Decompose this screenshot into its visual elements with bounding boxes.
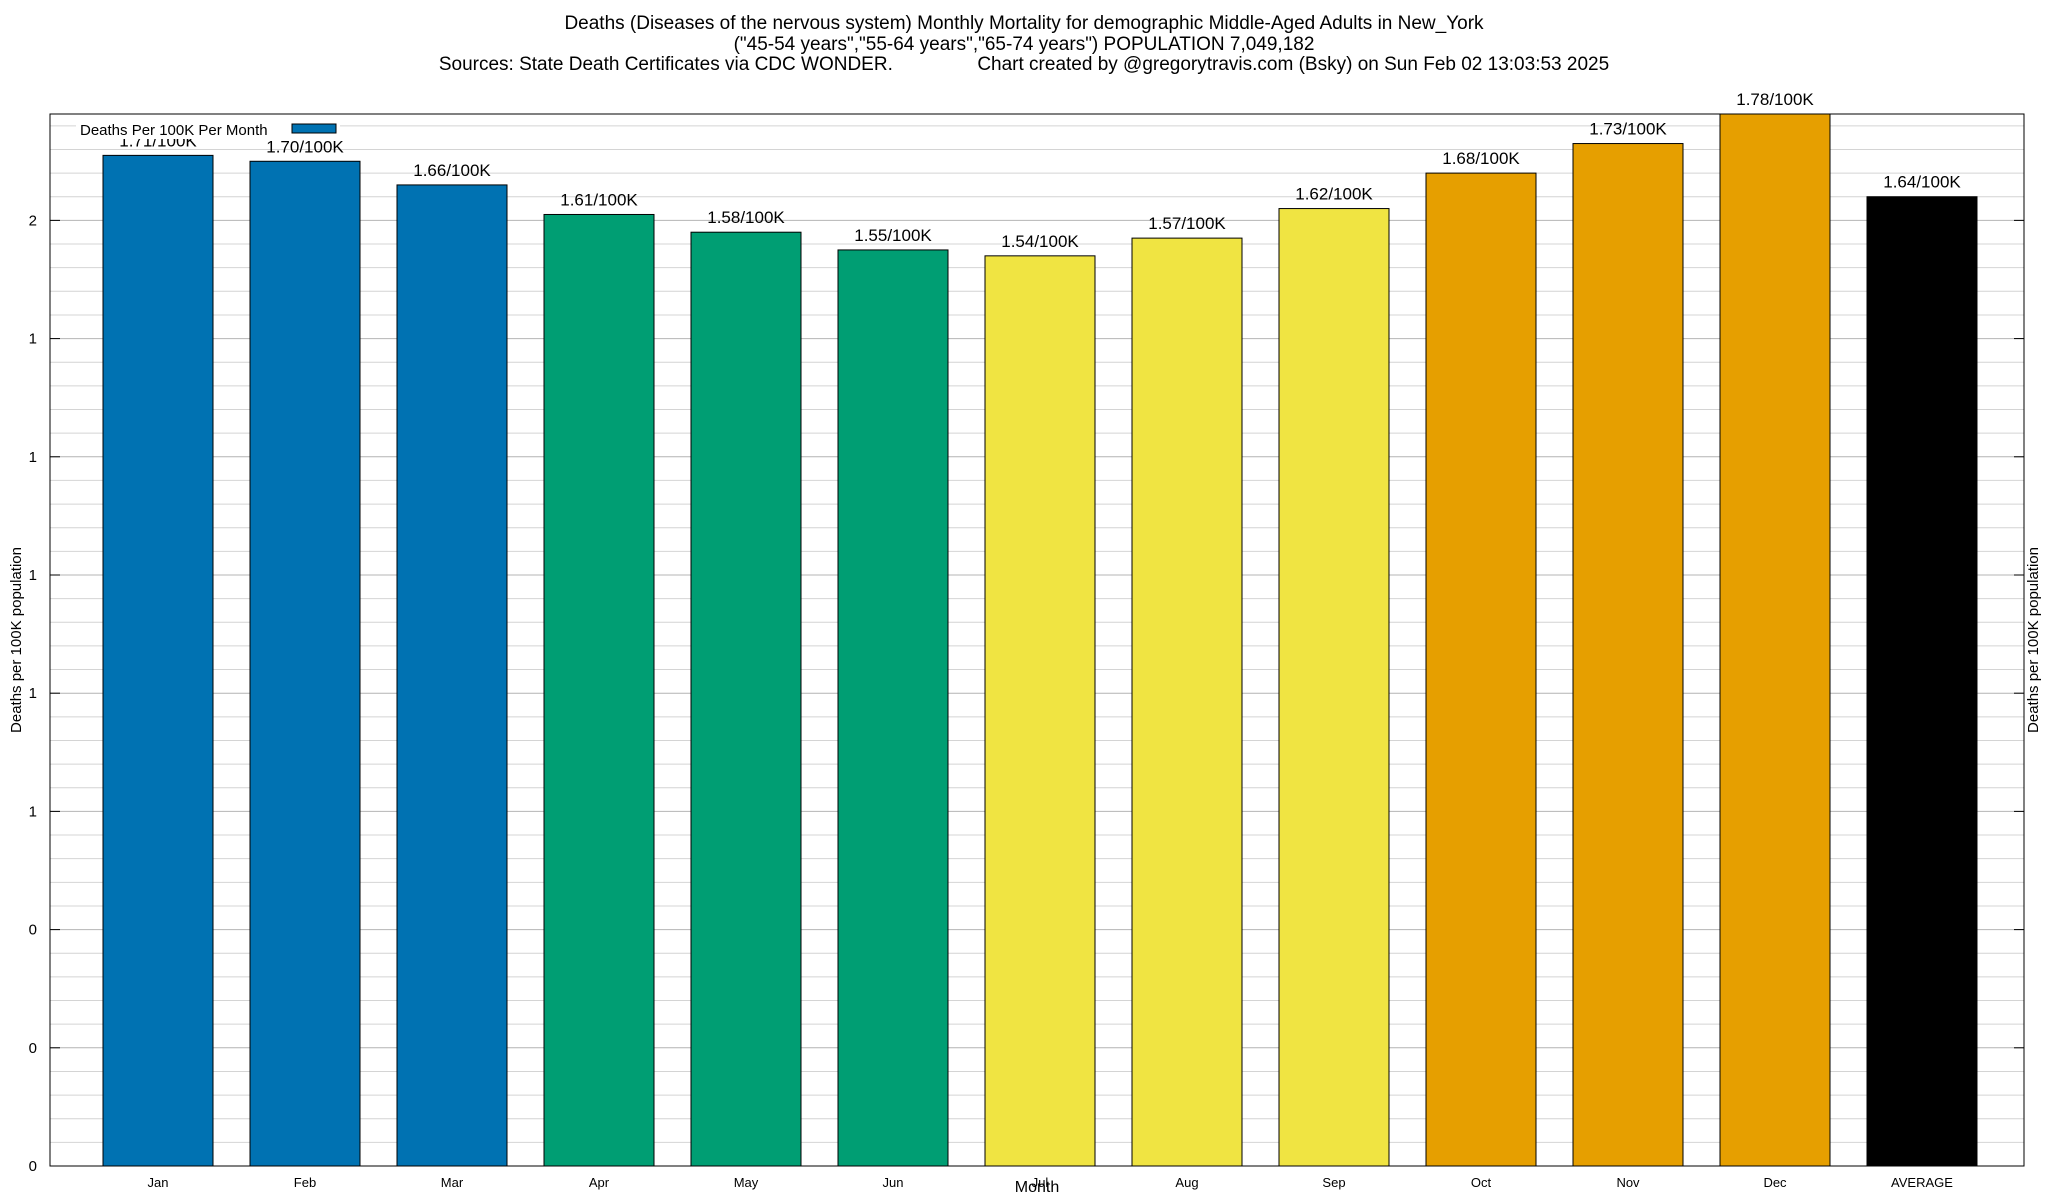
chart-source-line: Sources: State Death Certificates via CD… <box>438 54 1610 75</box>
x-tick-label: Apr <box>589 1175 610 1190</box>
data-label-dec: 1.78/100K <box>1736 90 1814 109</box>
x-tick-label: Jan <box>148 1175 169 1190</box>
y-tick-label: 1 <box>29 449 37 466</box>
data-label-jul: 1.54/100K <box>1001 232 1079 251</box>
bar-nov <box>1572 143 1684 1167</box>
bar-mar <box>396 184 508 1167</box>
y-tick-label: 1 <box>29 803 37 820</box>
y-axis-title: Deaths per 100K population <box>8 547 25 733</box>
plot-frame <box>49 113 2025 1167</box>
legend-background <box>76 119 340 139</box>
data-labels: 1.71/100K 1.70/100K1.66/100K1.61/100K1.58… <box>119 90 1961 251</box>
x-tick-label: Nov <box>1616 1175 1640 1190</box>
bar-apr <box>543 213 655 1167</box>
chart-subtitle: ("45-54 years","55-64 years","65-74 year… <box>733 34 1315 55</box>
data-label-aug: 1.57/100K <box>1148 214 1226 233</box>
bar-feb <box>249 160 361 1167</box>
legend-swatch <box>291 123 337 134</box>
chart-title: Deaths (Diseases of the nervous system) … <box>564 13 1484 34</box>
legend: Deaths Per 100K Per Month <box>76 119 340 139</box>
bar-sep <box>1278 208 1390 1167</box>
y-tick-label: 0 <box>29 922 37 939</box>
data-label-oct: 1.68/100K <box>1442 149 1520 168</box>
y-tick-label: 1 <box>29 331 37 348</box>
x-tick-label: Mar <box>441 1175 464 1190</box>
x-tick-label: Jul <box>1032 1175 1049 1190</box>
data-label-jun: 1.55/100K <box>854 226 932 245</box>
bar-jan <box>102 154 214 1167</box>
data-label-apr: 1.61/100K <box>560 190 638 209</box>
x-axis-title: Month <box>1015 1179 1059 1196</box>
x-tick-label: Oct <box>1471 1175 1492 1190</box>
y-tick-label: 1 <box>29 685 37 702</box>
data-label-feb: 1.70/100K <box>266 137 344 156</box>
x-ticks: Jan Feb Mar Apr May Jun Jul Aug Sep Oct Nov Dec AVER… <box>148 1175 1954 1190</box>
data-label-mar: 1.66/100K <box>413 161 491 180</box>
y-tick-label: 1 <box>29 567 37 584</box>
y-tick-label: 2 <box>29 212 37 229</box>
data-label-may: 1.58/100K <box>707 208 785 227</box>
bar-average <box>1866 196 1978 1167</box>
x-tick-label: Dec <box>1763 1175 1787 1190</box>
data-label-average: 1.64/100K <box>1883 173 1961 192</box>
bar-jun <box>837 249 949 1167</box>
data-label-sep: 1.62/100K <box>1295 185 1373 204</box>
bars <box>102 113 1978 1167</box>
y-ticks: 0 0 0 1 1 1 1 1 2 <box>29 212 2024 1175</box>
x-tick-label: AVERAGE <box>1891 1175 1953 1190</box>
bar-aug <box>1131 237 1243 1167</box>
legend-label: Deaths Per 100K Per Month <box>80 122 268 139</box>
x-tick-label: May <box>734 1175 759 1190</box>
x-tick-label: Aug <box>1175 1175 1198 1190</box>
y-tick-label: 0 <box>29 1040 37 1057</box>
data-label-nov: 1.73/100K <box>1589 120 1667 139</box>
bar-jul <box>984 255 1096 1167</box>
x-tick-label: Jun <box>883 1175 904 1190</box>
x-tick-label: Feb <box>294 1175 316 1190</box>
bar-dec <box>1719 113 1831 1167</box>
y-tick-label: 0 <box>29 1158 37 1175</box>
bar-may <box>690 231 802 1167</box>
y-axis-title-right: Deaths per 100K population <box>2025 547 2042 733</box>
bar-oct <box>1425 172 1537 1167</box>
x-tick-label: Sep <box>1322 1175 1345 1190</box>
